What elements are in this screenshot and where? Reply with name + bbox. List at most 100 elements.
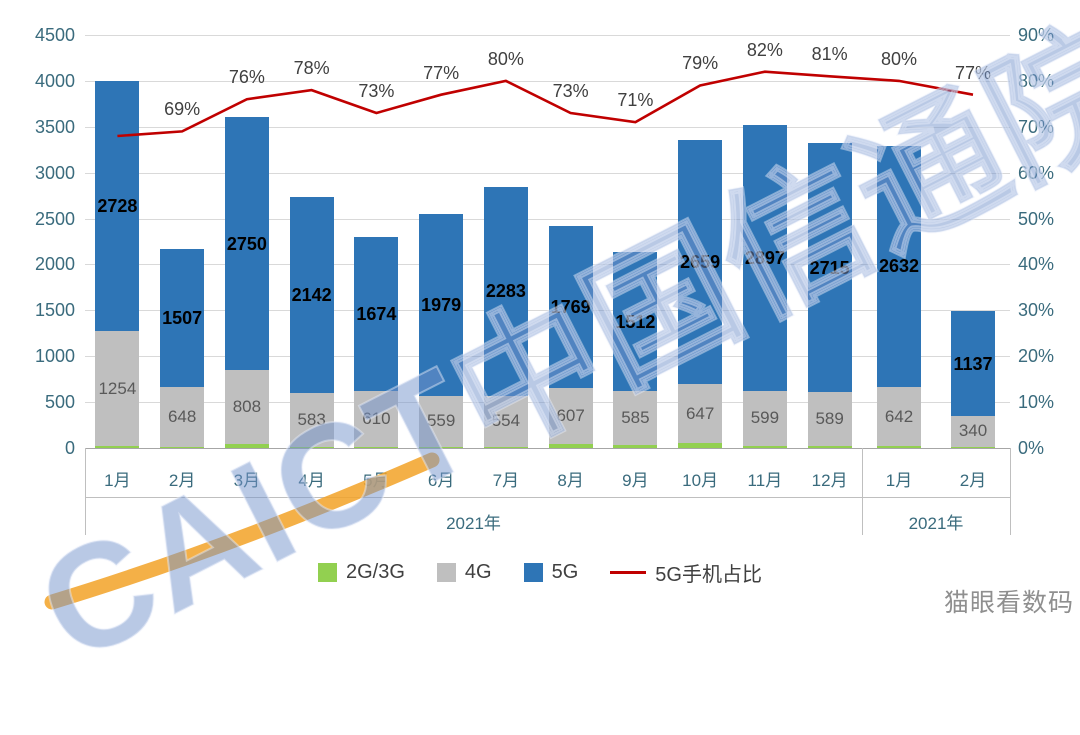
bar-segment-4g xyxy=(160,387,205,447)
legend-swatch-icon xyxy=(436,563,456,582)
month-label: 2月 xyxy=(959,471,987,490)
bar-segment-5g xyxy=(548,225,593,389)
bar-value-label-5g: 2715 xyxy=(809,257,850,278)
bar-segment-2g3g xyxy=(224,443,269,448)
right-axis-tick: 90% xyxy=(1018,25,1055,45)
bar-segment-4g xyxy=(289,393,334,447)
legend-item-4g: 4G xyxy=(436,561,492,584)
bar-segment-2g3g xyxy=(95,446,140,448)
bar-segment-5g xyxy=(807,142,852,393)
bar-segment-2g3g xyxy=(160,446,205,448)
bar-segment-2g3g xyxy=(548,443,593,448)
line-point-label: 81% xyxy=(811,44,848,65)
line-point-label: 79% xyxy=(682,53,719,74)
left-axis-tick: 2500 xyxy=(34,208,75,229)
bar-segment-2g3g xyxy=(483,446,528,448)
gridline xyxy=(85,218,1010,220)
bar-segment-2g3g xyxy=(419,446,464,448)
bar-segment-2g3g xyxy=(877,445,921,448)
gridline xyxy=(85,402,1010,404)
month-label: 1月 xyxy=(885,471,913,490)
bar-segment-5g xyxy=(742,124,787,391)
bar-value-label-4g: 589 xyxy=(815,409,844,429)
bar-segment-4g xyxy=(419,395,464,447)
bar-segment-2g3g xyxy=(807,446,852,448)
legend-label: 5G手机占比 xyxy=(655,564,762,586)
right-axis-tick: 20% xyxy=(1018,346,1055,367)
year-group-label: 2021年 xyxy=(446,514,501,533)
corner-watermark: 猫眼看数码 xyxy=(943,589,1074,617)
month-label: 2月 xyxy=(168,471,196,490)
bar-segment-4g xyxy=(951,415,995,447)
right-axis-tick: 50% xyxy=(1018,208,1055,229)
bar-value-label-4g: 599 xyxy=(750,408,780,428)
left-axis-tick: 500 xyxy=(44,392,75,413)
bar-value-label-5g: 1512 xyxy=(615,311,656,332)
bar-value-label-5g: 1769 xyxy=(550,296,591,317)
axis-level-separator xyxy=(85,497,1010,498)
bar-value-label-5g: 1674 xyxy=(356,303,397,324)
bar-segment-2g3g xyxy=(354,446,399,448)
month-label: 7月 xyxy=(492,471,520,490)
axes-layer: 0 500 1000 1500 2000 2500 3000 3500 4000 4500 0% 10… xyxy=(34,25,1055,535)
month-label: 6月 xyxy=(427,471,455,490)
month-label: 1月 xyxy=(104,471,131,490)
bar-segment-4g xyxy=(95,331,140,447)
gridline xyxy=(85,172,1010,174)
bar-segment-4g xyxy=(613,391,658,445)
right-axis-tick: 40% xyxy=(1018,254,1055,275)
bar-value-label-4g: 559 xyxy=(426,411,456,431)
month-label: 11月 xyxy=(747,471,783,490)
legend-label: 4G xyxy=(464,561,492,583)
right-axis-tick: 70% xyxy=(1018,116,1055,137)
left-axis-tick: 4500 xyxy=(34,25,75,45)
legend-swatch-icon xyxy=(523,563,543,582)
bars-layer: 1254 2728 648 1507 808 2750 583 2142 610 1674 559 1… xyxy=(95,80,995,448)
bar-value-label-4g: 554 xyxy=(491,411,521,431)
bar-segment-5g xyxy=(483,186,528,397)
left-axis-tick: 1000 xyxy=(34,346,75,367)
legend-label: 5G xyxy=(551,561,579,583)
line-point-label: 82% xyxy=(746,39,783,60)
bar-value-label-4g: 648 xyxy=(167,406,197,426)
month-label: 4月 xyxy=(298,471,325,490)
bar-segment-5g xyxy=(877,145,921,388)
axis-group-separator xyxy=(1010,448,1011,535)
legend-line-icon xyxy=(610,571,647,574)
bar-segment-4g xyxy=(742,390,787,446)
right-axis-tick: 10% xyxy=(1018,392,1055,413)
year-group-label: 2021年 xyxy=(908,514,964,533)
bar-value-label-4g: 642 xyxy=(884,406,914,426)
bar-value-label-5g: 2897 xyxy=(744,247,785,268)
right-axis-tick: 60% xyxy=(1018,162,1055,183)
bar-value-label-5g: 2283 xyxy=(485,281,526,302)
bar-segment-4g xyxy=(807,392,852,447)
bar-value-label-4g: 607 xyxy=(556,406,585,425)
gridline xyxy=(85,35,1010,36)
bar-segment-4g xyxy=(224,369,269,444)
bar-value-label-5g: 2632 xyxy=(878,256,920,277)
bar-segment-4g xyxy=(483,396,528,447)
left-axis-tick: 4000 xyxy=(34,70,75,91)
line-point-label: 80% xyxy=(487,48,524,69)
bar-segment-4g xyxy=(354,390,399,447)
bar-value-label-5g: 1137 xyxy=(953,353,993,374)
month-label: 10月 xyxy=(682,471,719,490)
bar-segment-4g xyxy=(678,384,723,444)
month-label: 9月 xyxy=(622,471,649,490)
bar-value-label-5g: 2750 xyxy=(226,233,267,254)
legend-item-5g手机占比: 5G手机占比 xyxy=(610,558,762,587)
bar-segment-2g3g xyxy=(289,446,334,448)
axis-group-separator xyxy=(862,448,863,535)
bar-value-label-4g: 610 xyxy=(362,408,391,428)
bar-segment-5g xyxy=(224,117,269,370)
bar-segment-2g3g xyxy=(613,444,658,448)
bar-value-label-5g: 2728 xyxy=(97,195,138,216)
bar-value-label-4g: 1254 xyxy=(98,378,137,398)
bar-segment-2g3g xyxy=(951,446,995,448)
legend-item-5g: 5G xyxy=(523,561,579,584)
left-axis-tick: 0 xyxy=(64,438,75,458)
stacked-bar-line-chart: 68%69%76%78%73%77%80%73%71%79%82%81%80%7… xyxy=(13,0,1080,695)
bar-value-label-4g: 583 xyxy=(297,409,326,429)
month-label: 3月 xyxy=(233,471,261,490)
